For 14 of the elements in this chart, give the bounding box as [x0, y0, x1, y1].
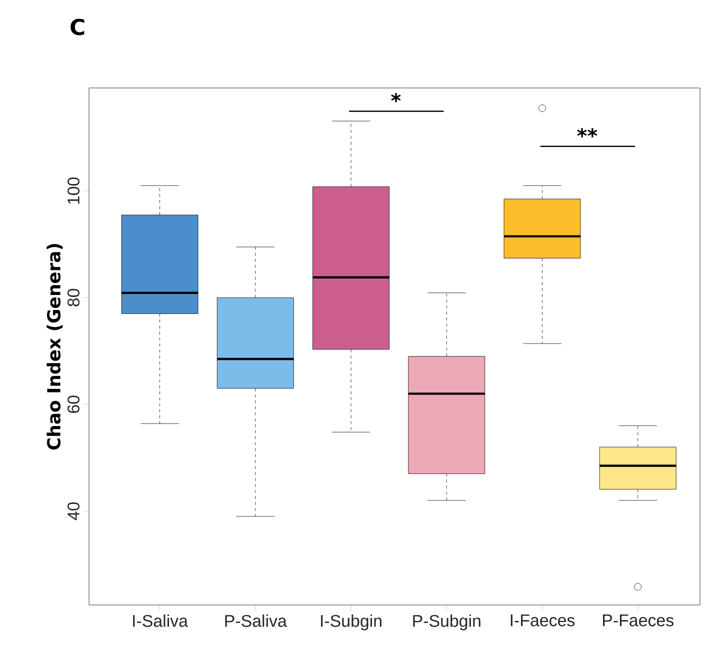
y-tick-label: 80 — [67, 288, 80, 306]
x-tick-label: P-Subgin — [413, 614, 480, 630]
x-tick-label: P-Saliva — [225, 614, 287, 627]
y-tick-label: 60 — [67, 396, 80, 413]
x-tick-label: I-Faeces — [510, 614, 575, 626]
chart-title: C — [70, 18, 84, 36]
y-tick-label: 40 — [67, 502, 80, 520]
annotation: ** — [577, 128, 598, 138]
annotation: * — [391, 92, 401, 102]
y-tick-label: 100 — [67, 177, 80, 204]
x-tick-label: P-Faeces — [603, 614, 674, 626]
y-axis-title: Chao Index (Genera) — [46, 244, 63, 450]
x-tick-label: I-Saliva — [133, 614, 188, 627]
x-tick-label: I-Subgin — [321, 614, 382, 630]
